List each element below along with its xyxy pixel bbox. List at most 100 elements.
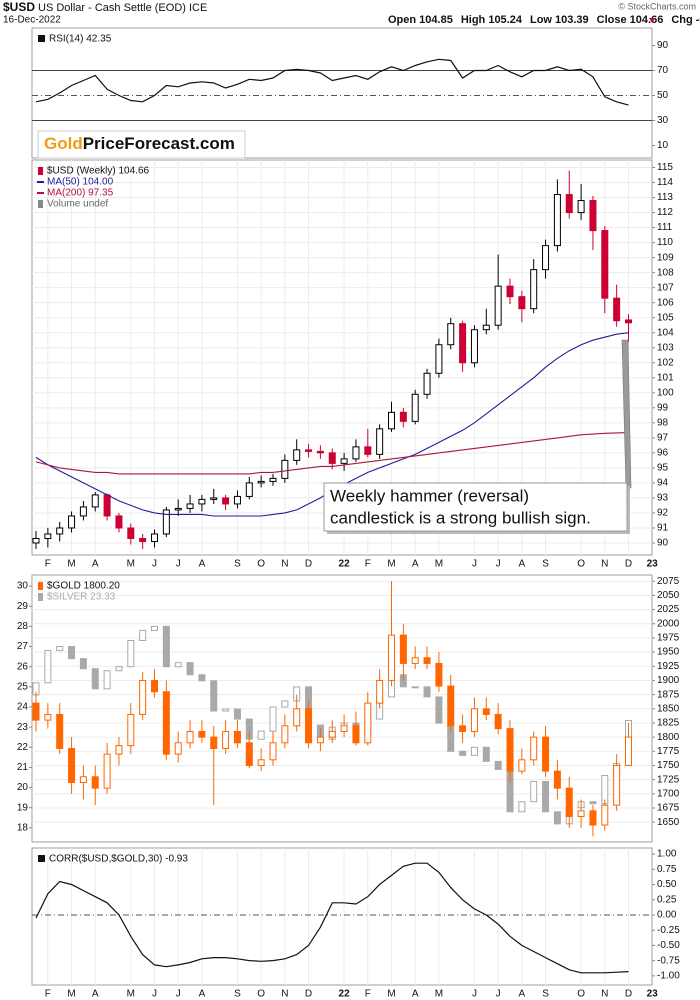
legend-swatch — [38, 35, 45, 42]
candle-body — [506, 285, 514, 298]
y-tick-label: 94 — [657, 478, 669, 489]
candle-body — [210, 736, 218, 749]
candle-body — [328, 730, 336, 738]
y2-tick-label: 27 — [17, 641, 29, 652]
candle-body — [411, 657, 419, 664]
silver-body — [530, 781, 538, 803]
y-tick-label: 0.25 — [657, 894, 677, 905]
y-tick-label: 109 — [657, 252, 674, 263]
y-tick-label: 110 — [657, 237, 673, 248]
y-tick-label: 0.00 — [657, 910, 677, 921]
candle-body — [494, 285, 502, 326]
y-tick-label: 1875 — [657, 689, 680, 700]
x-tick-label: O — [577, 989, 585, 1000]
candle-body — [482, 708, 490, 715]
candle-body — [447, 323, 455, 346]
logo: GoldPriceForecast.com — [37, 130, 246, 159]
candle-body — [399, 411, 407, 422]
candle-body — [186, 730, 194, 744]
candle-body — [162, 691, 170, 755]
silver-body — [553, 811, 561, 825]
candle-body — [340, 458, 348, 464]
y2-tick-label: 22 — [17, 742, 29, 753]
silver-body — [174, 662, 182, 668]
x-tick-label: F — [45, 559, 51, 570]
y-tick-label: 101 — [657, 372, 674, 383]
candle-body — [352, 725, 360, 744]
y-tick-label: 111 — [657, 222, 673, 233]
legend-title: $GOLD 1800.20 — [47, 581, 120, 592]
candle-body — [245, 482, 253, 497]
silver-body — [139, 629, 147, 641]
candle-body — [470, 708, 478, 732]
candle-body — [103, 753, 111, 789]
x-tick-label: J — [176, 989, 181, 1000]
y-tick-label: 1950 — [657, 647, 680, 658]
candle-body — [91, 494, 99, 508]
y-tick-label: 102 — [657, 357, 674, 368]
candle-body — [245, 742, 253, 766]
candle-body — [222, 497, 230, 505]
annotation: Weekly hammer (reversal) candlestick is a… — [323, 339, 632, 534]
x-tick-label: N — [281, 559, 288, 570]
silver-body — [494, 760, 502, 770]
legend-entry: MA(200) 97.35 — [47, 188, 114, 199]
y-tick-label: -0.75 — [657, 955, 680, 966]
y-tick-label: 0.50 — [657, 879, 677, 890]
candle-body — [482, 324, 490, 331]
candle-body — [388, 634, 395, 681]
x-tick-label: D — [305, 989, 312, 1000]
candle-body — [328, 452, 336, 464]
candle-body — [91, 776, 99, 789]
legend-swatch — [38, 200, 43, 208]
candle-body — [625, 319, 632, 324]
silver-body — [91, 668, 99, 690]
x-tick-label: J — [496, 989, 501, 1000]
silver-body — [186, 662, 194, 676]
annotation-text: Weekly hammer (reversal) — [330, 486, 529, 505]
silver-body — [435, 696, 443, 724]
candle-body — [269, 742, 277, 761]
quote-change: Chg -0.14 (-0.13%) — [671, 14, 700, 26]
candle-body — [32, 702, 40, 721]
quote: Open 104.85 High 105.24 Low 103.39 Close 10… — [388, 14, 700, 26]
y-tick-label: 1850 — [657, 703, 680, 714]
candle-body — [210, 497, 218, 500]
candle-body — [281, 725, 289, 744]
candle-body — [565, 194, 573, 214]
y-tick-label: 1.00 — [657, 849, 677, 860]
candle-body — [293, 449, 301, 461]
logo-brand: Gold — [44, 134, 83, 153]
legend-entry: $SILVER 23.33 — [47, 592, 116, 603]
silver-body — [233, 708, 241, 720]
y-tick-label: 95 — [657, 463, 669, 474]
x-tick-label: S — [234, 559, 241, 570]
silver-body — [210, 680, 218, 712]
silver-body — [127, 639, 135, 668]
y-tick-label: 105 — [657, 312, 674, 323]
y-tick-label: 1775 — [657, 746, 680, 757]
y-tick-label: -1.00 — [657, 971, 680, 982]
y2-tick-label: 23 — [17, 722, 29, 733]
y-tick-label: 90 — [657, 538, 669, 549]
x-tick-label: D — [625, 559, 632, 570]
y-tick-label: 114 — [657, 177, 673, 188]
candle-body — [127, 527, 135, 539]
candle-body — [68, 515, 76, 529]
x-tick-label: A — [412, 559, 419, 570]
candle-body — [79, 776, 87, 783]
x-tick-label: F — [365, 559, 371, 570]
y-tick-label: 90 — [657, 40, 669, 51]
silver-body — [589, 801, 597, 805]
x-tick-label: M — [127, 989, 135, 1000]
y-tick-label: 97 — [657, 432, 669, 443]
y-tick-label: 91 — [657, 523, 669, 534]
x-tick-label: M — [387, 989, 395, 1000]
x-tick-label: M — [67, 559, 75, 570]
silver-body — [198, 674, 206, 682]
legend-swatch — [38, 582, 43, 590]
candle-body — [601, 230, 609, 299]
y2-tick-label: 25 — [17, 681, 29, 692]
candle-body — [174, 742, 182, 755]
x-tick-label: M — [435, 989, 443, 1000]
